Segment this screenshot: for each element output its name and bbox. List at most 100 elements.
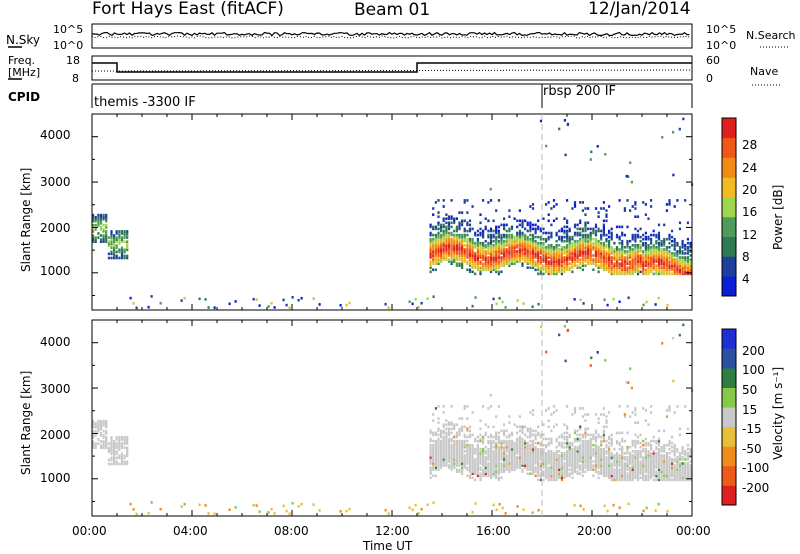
velocity-echo-cell	[636, 421, 640, 424]
power-echo-cell	[537, 235, 540, 239]
power-echo-cell	[626, 252, 629, 255]
power-echo-cell	[600, 262, 603, 265]
power-echo-cell	[458, 211, 461, 214]
power-echo-cell	[573, 250, 577, 253]
velocity-echo-cell	[663, 456, 666, 459]
velocity-echo-cell	[479, 450, 482, 453]
power-echo-cell	[597, 266, 600, 269]
power-echo-cell	[99, 240, 103, 243]
velocity-echo-cell	[573, 407, 577, 410]
velocity-echo-cell	[123, 438, 126, 441]
power-echo-cell	[587, 235, 590, 239]
velocity-echo-cell	[110, 456, 113, 460]
velocity-echo-cell	[518, 425, 521, 429]
velocity-echo-cell	[489, 466, 493, 469]
power-echo-cell	[531, 246, 535, 249]
power-echo-cell	[615, 266, 619, 269]
power-echo-cell	[107, 236, 110, 239]
power-echo-cell	[642, 244, 645, 247]
velocity-echo-cell	[500, 447, 503, 451]
power-echo-cell	[476, 246, 479, 249]
velocity-echo-cell	[673, 466, 676, 469]
velocity-echo-cell	[566, 456, 569, 459]
velocity-echo-cell	[657, 460, 661, 463]
velocity-echo-cell	[623, 478, 626, 482]
power-echo-cell	[621, 264, 624, 267]
power-echo-cell	[539, 256, 542, 259]
power-echo-cell	[505, 244, 508, 247]
power-echo-cell	[602, 227, 605, 231]
power-echo-cell	[631, 260, 634, 263]
power-echo-cell	[482, 268, 485, 272]
power-echo-cell	[639, 258, 642, 261]
power-echo-cell	[518, 233, 521, 237]
power-echo-cell	[650, 241, 653, 245]
power-echo-cell	[587, 233, 590, 237]
velocity-echo-cell	[650, 445, 653, 449]
velocity-echo-cell	[505, 454, 508, 457]
velocity-echo-cell	[560, 466, 563, 469]
power-echo-cell	[115, 236, 118, 239]
velocity-echo-cell	[660, 454, 663, 457]
velocity-echo-cell	[566, 439, 569, 443]
velocity-echo-cell	[676, 447, 679, 451]
power-echo-cell	[665, 203, 668, 206]
velocity-echo-cell	[120, 454, 124, 458]
power-echo-cell	[455, 254, 458, 257]
power-echo-cell	[495, 227, 498, 231]
velocity-echo-cell	[571, 452, 574, 455]
power-echo-cell	[474, 244, 477, 247]
velocity-echo-cell	[458, 470, 461, 473]
power-echo-cell	[676, 244, 679, 247]
power-echo-cell	[495, 268, 498, 272]
power-echo-cell	[631, 233, 634, 237]
velocity-echo-cell	[476, 456, 479, 459]
velocity-echo-cell	[545, 474, 548, 478]
power-echo-cell	[534, 262, 537, 265]
power-echo-cell	[487, 246, 490, 249]
power-echo-cell	[476, 239, 479, 243]
power-echo-cell	[597, 264, 600, 267]
power-echo-cell	[384, 302, 387, 306]
velocity-echo-cell	[579, 466, 582, 469]
velocity-echo-cell	[597, 447, 600, 451]
power-echo-cell	[584, 225, 587, 229]
velocity-echo-cell	[442, 437, 445, 441]
velocity-echo-cell	[118, 436, 121, 439]
velocity-echo-cell	[550, 476, 553, 480]
power-echo-cell	[539, 246, 542, 249]
power-echo-cell	[666, 303, 669, 307]
velocity-echo-cell	[573, 445, 577, 449]
velocity-echo-cell	[676, 474, 679, 478]
velocity-echo-cell	[447, 443, 451, 447]
power-echo-cell	[684, 264, 687, 267]
velocity-echo-cell	[650, 462, 653, 465]
power-echo-cell	[618, 300, 621, 303]
power-echo-cell	[495, 250, 498, 253]
velocity-echo-cell	[434, 474, 437, 478]
velocity-echo-cell	[555, 472, 558, 475]
velocity-echo-cell	[437, 464, 440, 467]
power-echo-cell	[550, 264, 553, 267]
power-echo-cell	[503, 256, 506, 259]
power-echo-cell	[660, 270, 663, 274]
power-echo-cell	[655, 235, 658, 239]
power-echo-cell	[510, 225, 514, 229]
velocity-echo-cell	[445, 427, 448, 431]
power-echo-cell	[686, 250, 689, 253]
power-echo-cell	[495, 256, 498, 259]
power-echo-cell	[432, 233, 435, 237]
velocity-echo-cell	[471, 450, 474, 453]
velocity-echo-cell	[123, 460, 126, 464]
power-echo-cell	[529, 244, 532, 247]
velocity-echo-cell	[105, 421, 108, 425]
velocity-echo-cell	[521, 454, 524, 457]
power-echo-cell	[639, 262, 642, 265]
velocity-echo-cell	[495, 456, 498, 459]
power-echo-cell	[113, 238, 116, 241]
power-echo-cell	[450, 258, 453, 261]
power-echo-cell	[642, 268, 645, 272]
power-echo-cell	[668, 201, 671, 204]
velocity-echo-cell	[636, 478, 640, 482]
power-panel-frame	[91, 113, 693, 311]
